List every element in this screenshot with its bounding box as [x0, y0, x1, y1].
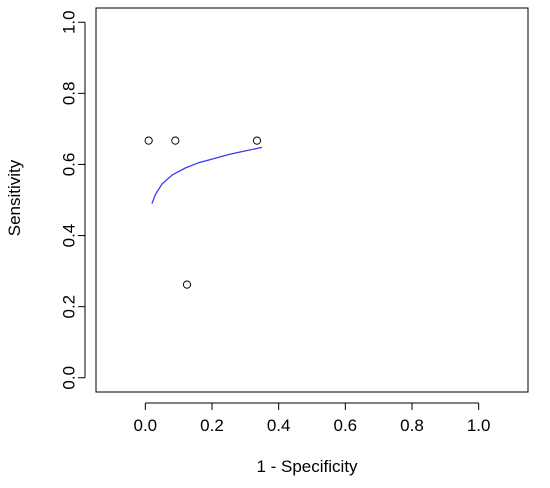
x-axis: 0.0 0.2 0.4 0.6 0.8 1.0: [134, 402, 491, 435]
x-tick-label: 0.6: [334, 416, 358, 435]
points-layer: [144, 136, 262, 289]
plot-frame: [95, 7, 529, 393]
y-tick-label: 0.2: [60, 295, 79, 319]
y-axis-title: Sensitivity: [5, 159, 24, 236]
x-tick-label: 0.4: [267, 416, 291, 435]
y-tick-label: 0.6: [60, 153, 79, 177]
data-point: [171, 136, 180, 145]
data-point: [182, 280, 192, 289]
y-tick-label: 0.0: [60, 366, 79, 390]
data-point: [252, 136, 262, 145]
y-axis: 0.0 0.2 0.4 0.6 0.8 1.0: [60, 10, 86, 390]
x-tick-label: 0.8: [400, 416, 424, 435]
y-tick-label: 0.8: [60, 82, 79, 106]
y-tick-label: 1.0: [60, 10, 79, 34]
fitted-curve: [151, 146, 263, 204]
x-tick-label: 0.2: [200, 416, 224, 435]
y-tick-label: 0.4: [60, 224, 79, 248]
data-point: [144, 136, 153, 145]
x-tick-label: 1.0: [467, 416, 491, 435]
x-tick-label: 0.0: [134, 416, 158, 435]
curve-layer: [151, 146, 263, 204]
x-axis-title: 1 - Specificity: [256, 457, 358, 476]
